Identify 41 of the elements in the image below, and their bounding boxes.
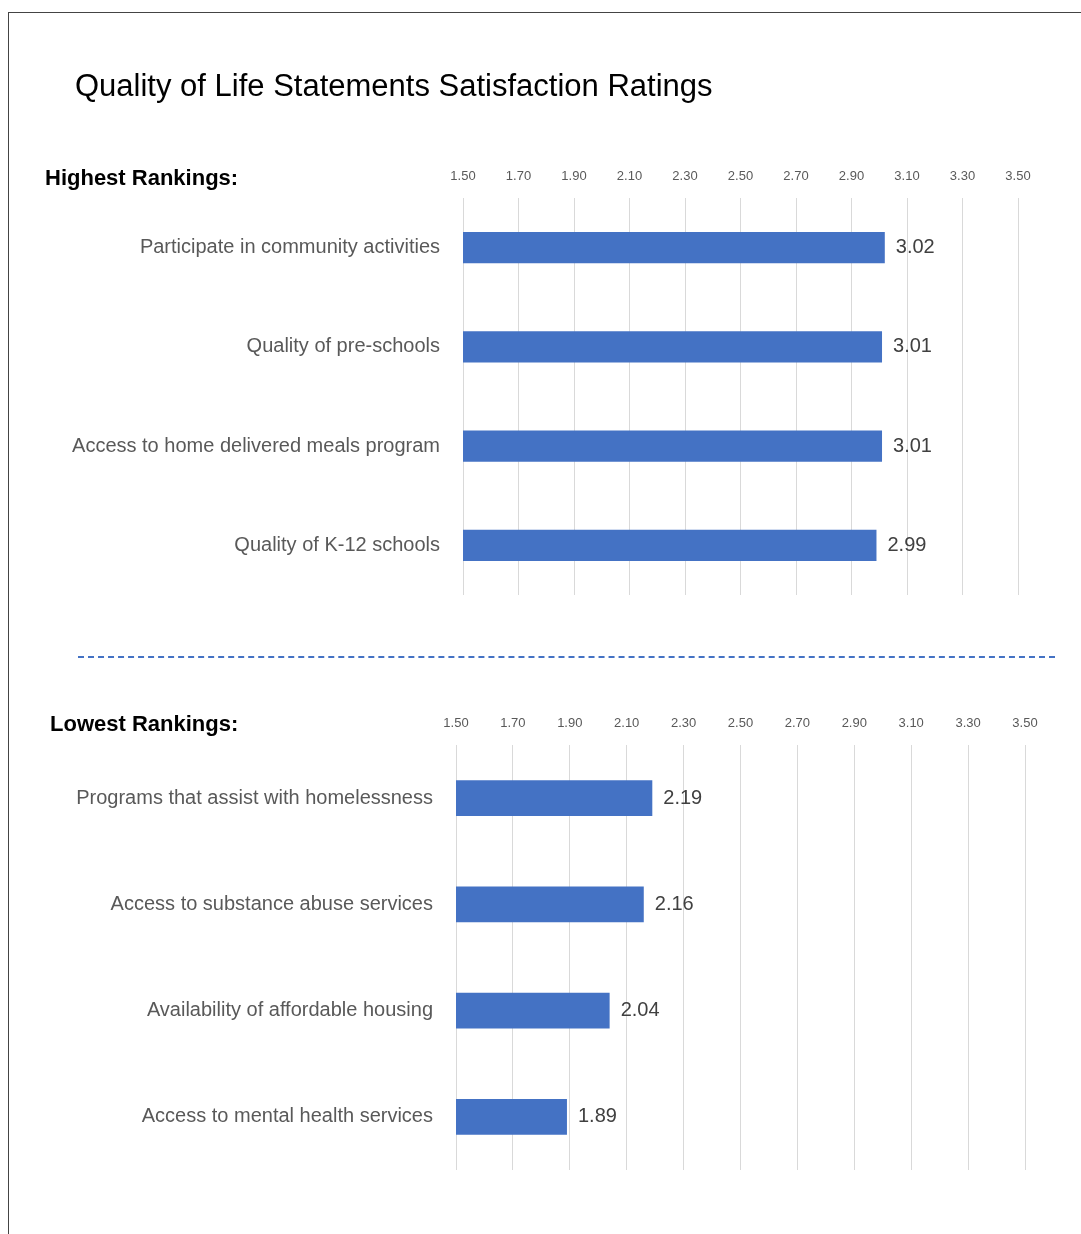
x-tick-label: 3.30: [955, 714, 981, 730]
x-tick-label: 1.70: [505, 167, 532, 183]
y-tick-label: Participate in community activities: [139, 235, 440, 258]
data-label: 1.89: [577, 1104, 617, 1127]
data-label: 3.01: [893, 433, 932, 456]
x-tick-label: 3.10: [894, 167, 920, 183]
x-tick-label: 2.10: [616, 167, 643, 183]
x-tick-label: 3.30: [949, 167, 976, 183]
x-tick-label: 1.50: [443, 714, 469, 730]
x-tick-label: 3.50: [1012, 714, 1038, 730]
y-tick-label: Availability of affordable housing: [146, 998, 433, 1021]
x-tick-label: 2.50: [727, 714, 754, 730]
y-tick-label: Quality of K-12 schools: [234, 532, 440, 555]
y-tick-label: Access to home delivered meals program: [72, 433, 440, 456]
x-tick-label: 2.70: [783, 167, 809, 183]
x-tick-label: 1.70: [500, 714, 526, 730]
x-tick-label: 2.90: [838, 167, 865, 183]
y-tick-label: Access to mental health services: [141, 1104, 433, 1127]
data-label: 2.99: [887, 532, 927, 555]
x-tick-label: 1.90: [557, 714, 583, 730]
x-tick-label: 2.10: [614, 714, 640, 730]
x-tick-label: 3.10: [898, 714, 924, 730]
text: Highest Rankings:: [45, 165, 239, 192]
data-label: 3.02: [895, 235, 935, 258]
data-label: 2.16: [654, 891, 694, 914]
y-tick-label: Programs that assist with homelessness: [76, 785, 433, 808]
y-tick-label: Quality of pre-schools: [246, 334, 440, 357]
x-tick-label: 2.90: [841, 714, 867, 730]
data-label: 2.19: [663, 785, 703, 808]
data-label: 2.04: [620, 998, 660, 1021]
text: Lowest Rankings:: [50, 711, 239, 738]
chart-title: Quality of Life Statements Satisfaction Ratings: [75, 67, 713, 105]
x-tick-label: 2.30: [672, 167, 698, 183]
x-tick-label: 2.30: [670, 714, 697, 730]
x-tick-label: 2.50: [727, 167, 754, 183]
y-tick-label: Access to substance abuse services: [110, 891, 433, 914]
x-tick-label: 2.70: [784, 714, 811, 730]
x-tick-label: 1.50: [450, 167, 476, 183]
data-label: 3.01: [893, 334, 932, 357]
x-tick-label: 3.50: [1005, 167, 1031, 183]
x-tick-label: 1.90: [561, 167, 587, 183]
